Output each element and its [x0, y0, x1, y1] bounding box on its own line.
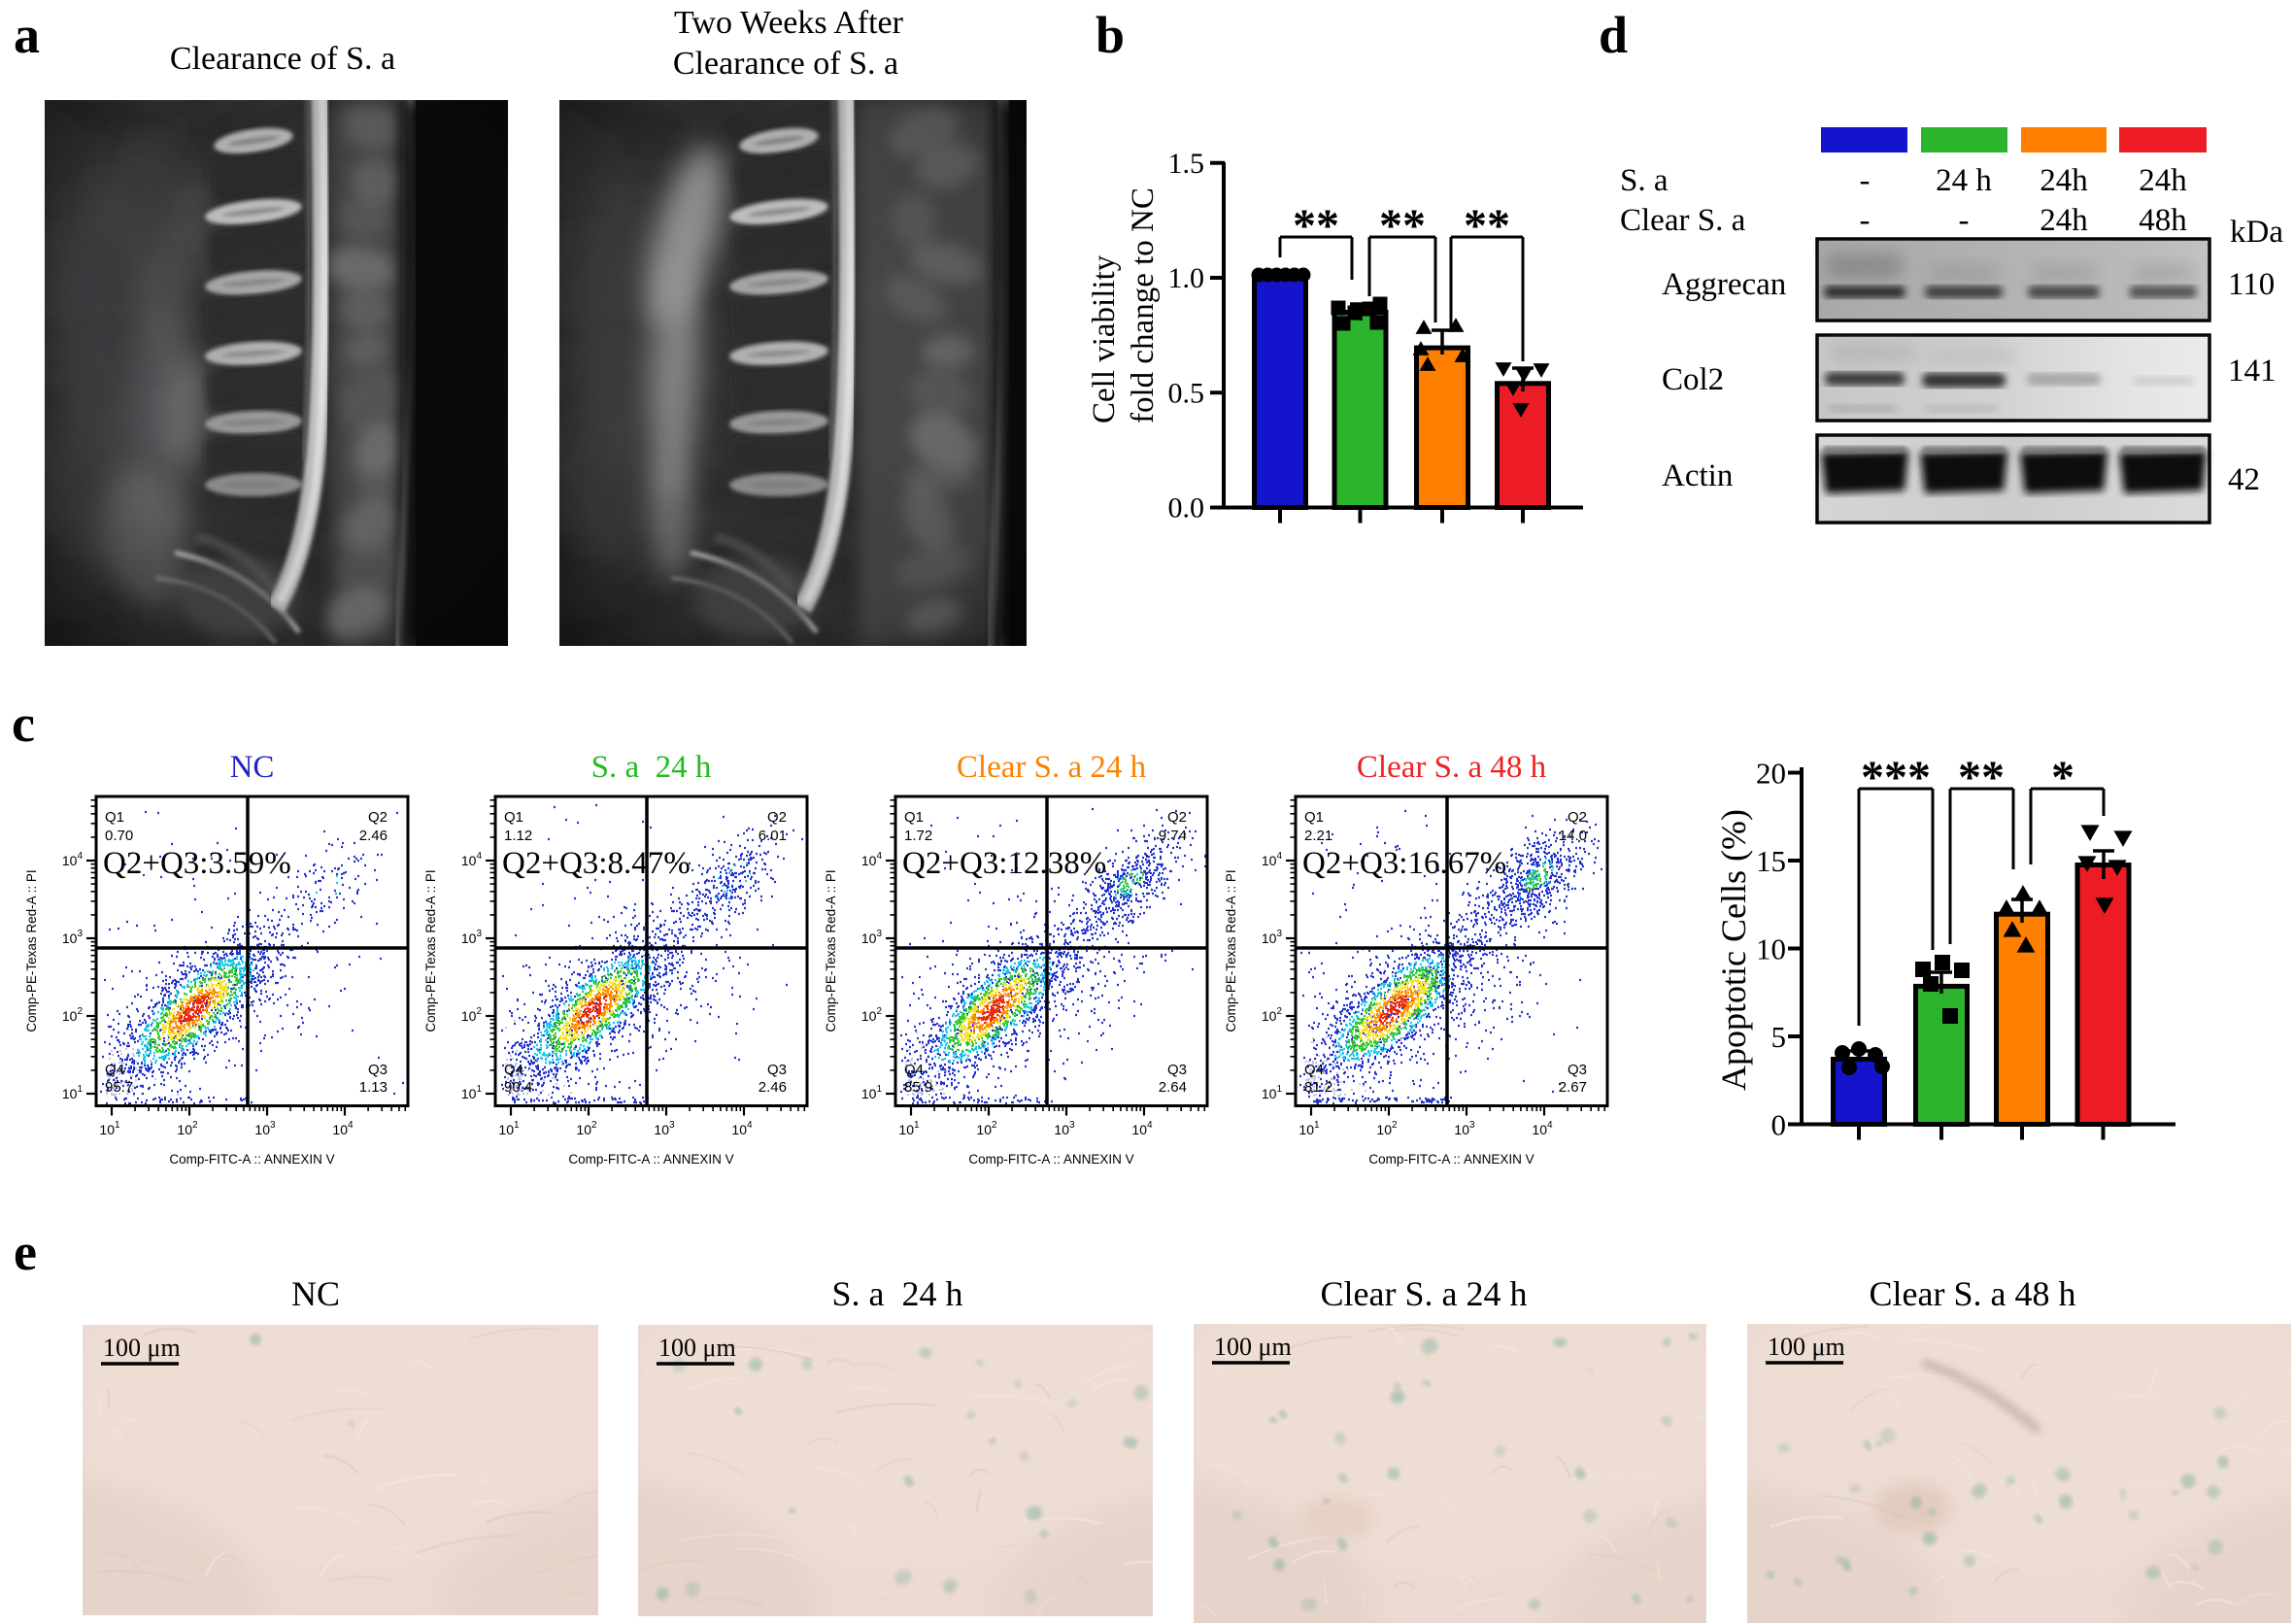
svg-text:Q3: Q3: [368, 1062, 388, 1078]
svg-text:**: **: [1958, 752, 2005, 803]
svg-text:1.72: 1.72: [904, 828, 932, 844]
svg-text:24 h: 24 h: [1936, 163, 1992, 198]
svg-text:Clearance of S. a: Clearance of S. a: [170, 41, 395, 77]
svg-text:15: 15: [1756, 844, 1786, 878]
svg-text:100 μm: 100 μm: [658, 1334, 736, 1362]
svg-text:1.12: 1.12: [504, 828, 532, 844]
svg-text:Comp-FITC-A :: ANNEXIN V: Comp-FITC-A :: ANNEXIN V: [968, 1152, 1133, 1167]
svg-text:**: **: [1293, 200, 1339, 252]
svg-text:110: 110: [2228, 267, 2275, 302]
svg-text:Q2: Q2: [1167, 809, 1187, 826]
svg-text:Q3: Q3: [1167, 1062, 1187, 1078]
svg-text:Aggrecan: Aggrecan: [1662, 267, 1786, 302]
svg-text:0.70: 0.70: [105, 828, 133, 844]
svg-text:Apoptotic Cells (%): Apoptotic Cells (%): [1714, 809, 1753, 1091]
svg-text:Q2+Q3:8.47%: Q2+Q3:8.47%: [502, 846, 691, 881]
svg-text:Clear S. a 24 h: Clear S. a 24 h: [1321, 1274, 1528, 1313]
svg-text:a: a: [14, 6, 40, 64]
svg-text:0.5: 0.5: [1168, 377, 1205, 409]
svg-text:20: 20: [1756, 757, 1786, 791]
svg-text:Q4: Q4: [904, 1062, 924, 1078]
svg-text:2.67: 2.67: [1559, 1079, 1587, 1096]
svg-text:fold change to NC: fold change to NC: [1126, 187, 1161, 423]
svg-text:5: 5: [1771, 1020, 1787, 1054]
svg-text:Q2: Q2: [1568, 809, 1587, 826]
svg-text:6.01: 6.01: [759, 828, 787, 844]
svg-text:14.0: 14.0: [1559, 828, 1587, 844]
svg-text:Q4: Q4: [504, 1062, 523, 1078]
svg-text:Actin: Actin: [1662, 458, 1733, 493]
svg-text:2.46: 2.46: [759, 1079, 787, 1096]
svg-text:***: ***: [1861, 752, 1931, 803]
svg-text:Cell viability: Cell viability: [1087, 254, 1122, 423]
svg-text:**: **: [1464, 200, 1510, 252]
svg-text:10: 10: [1756, 932, 1786, 966]
svg-text:1.13: 1.13: [359, 1079, 388, 1096]
svg-text:S. a 24 h: S. a 24 h: [832, 1274, 963, 1313]
svg-text:1.0: 1.0: [1168, 262, 1205, 294]
svg-text:Q3: Q3: [1568, 1062, 1587, 1078]
svg-text:Clear S. a 48 h: Clear S. a 48 h: [1870, 1274, 2076, 1313]
svg-text:24h: 24h: [2040, 163, 2088, 198]
svg-text:95.7: 95.7: [105, 1079, 133, 1096]
svg-text:2.21: 2.21: [1304, 828, 1332, 844]
svg-text:48h: 48h: [2139, 203, 2187, 238]
svg-text:24h: 24h: [2139, 163, 2187, 198]
svg-text:b: b: [1096, 6, 1125, 64]
svg-text:Q2: Q2: [368, 809, 388, 826]
svg-text:2.64: 2.64: [1159, 1079, 1187, 1096]
svg-text:Clear S. a 48 h: Clear S. a 48 h: [1357, 750, 1547, 785]
svg-text:-: -: [1860, 203, 1871, 238]
svg-text:Q1: Q1: [904, 809, 924, 826]
svg-text:81.2: 81.2: [1304, 1079, 1332, 1096]
svg-text:Comp-PE-Texas Red-A :: PI: Comp-PE-Texas Red-A :: PI: [24, 869, 39, 1032]
svg-text:90.4: 90.4: [504, 1079, 532, 1096]
svg-text:Q2+Q3:16.67%: Q2+Q3:16.67%: [1302, 846, 1506, 881]
svg-text:NC: NC: [230, 750, 275, 785]
svg-text:Comp-FITC-A :: ANNEXIN V: Comp-FITC-A :: ANNEXIN V: [1368, 1152, 1534, 1167]
svg-text:85.9: 85.9: [904, 1079, 932, 1096]
svg-text:100 μm: 100 μm: [1214, 1333, 1292, 1361]
svg-text:Comp-PE-Texas Red-A :: PI: Comp-PE-Texas Red-A :: PI: [423, 869, 438, 1032]
svg-text:Comp-PE-Texas Red-A :: PI: Comp-PE-Texas Red-A :: PI: [824, 869, 838, 1032]
svg-text:Q1: Q1: [504, 809, 523, 826]
svg-text:Q2+Q3:3.59%: Q2+Q3:3.59%: [103, 846, 291, 881]
svg-text:Q4: Q4: [1304, 1062, 1324, 1078]
svg-text:9.74: 9.74: [1159, 828, 1187, 844]
svg-text:S. a: S. a: [1620, 163, 1669, 198]
svg-text:Q4: Q4: [105, 1062, 124, 1078]
svg-text:kDa: kDa: [2230, 215, 2283, 250]
svg-text:2.46: 2.46: [359, 828, 388, 844]
svg-text:Q2+Q3:12.38%: Q2+Q3:12.38%: [902, 846, 1106, 881]
svg-text:Q2: Q2: [767, 809, 787, 826]
svg-text:Two Weeks After: Two Weeks After: [674, 5, 904, 41]
svg-text:Col2: Col2: [1662, 362, 1724, 397]
svg-text:42: 42: [2228, 462, 2260, 497]
svg-text:-: -: [1860, 163, 1871, 198]
svg-text:100 μm: 100 μm: [103, 1334, 181, 1362]
svg-text:NC: NC: [291, 1274, 340, 1313]
svg-text:-: -: [1959, 203, 1970, 238]
svg-text:Q3: Q3: [767, 1062, 787, 1078]
svg-text:0.0: 0.0: [1168, 492, 1205, 524]
svg-text:*: *: [2051, 752, 2074, 803]
svg-text:Clear S. a: Clear S. a: [1620, 203, 1746, 238]
svg-text:c: c: [12, 694, 35, 753]
svg-text:Comp-PE-Texas Red-A :: PI: Comp-PE-Texas Red-A :: PI: [1224, 869, 1238, 1032]
svg-text:Comp-FITC-A :: ANNEXIN V: Comp-FITC-A :: ANNEXIN V: [169, 1152, 334, 1167]
svg-text:0: 0: [1771, 1108, 1787, 1142]
svg-text:Clearance of S. a: Clearance of S. a: [673, 46, 898, 82]
svg-text:1.5: 1.5: [1168, 148, 1205, 180]
svg-text:Clear S. a 24 h: Clear S. a 24 h: [957, 750, 1147, 785]
svg-text:Comp-FITC-A :: ANNEXIN V: Comp-FITC-A :: ANNEXIN V: [568, 1152, 733, 1167]
svg-text:Q1: Q1: [105, 809, 124, 826]
svg-text:100 μm: 100 μm: [1768, 1333, 1845, 1361]
svg-text:**: **: [1379, 200, 1426, 252]
svg-text:24h: 24h: [2040, 203, 2088, 238]
svg-text:141: 141: [2228, 354, 2276, 389]
svg-text:d: d: [1599, 6, 1628, 64]
svg-text:e: e: [14, 1223, 37, 1281]
svg-text:Q1: Q1: [1304, 809, 1324, 826]
svg-text:S. a 24 h: S. a 24 h: [591, 750, 712, 785]
